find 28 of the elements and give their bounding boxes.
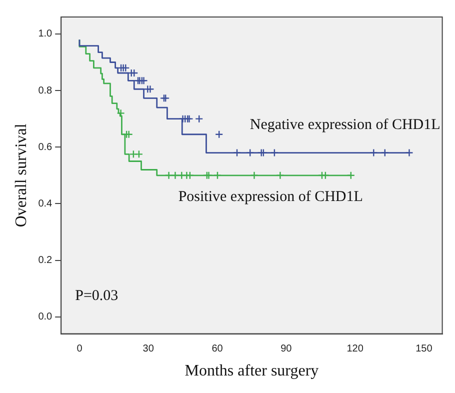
annotation: P=0.03 (75, 288, 118, 304)
point (116, 109, 125, 118)
x-tick-label: 60 (212, 344, 224, 355)
point (140, 76, 148, 85)
point (146, 85, 154, 94)
series-label: Positive expression of CHD1L (178, 188, 363, 205)
y-axis-title: Overall survival (12, 123, 30, 228)
x-tick-label: 30 (142, 344, 154, 355)
point (134, 76, 142, 85)
point (214, 130, 224, 138)
point (130, 68, 138, 78)
y-tick-label: 0.6 (38, 142, 53, 153)
x-tick-label: 150 (416, 344, 433, 355)
x-tick-label: 120 (346, 344, 364, 355)
x-axis-title: Months after surgery (184, 362, 319, 380)
point (134, 150, 144, 158)
point (138, 76, 146, 85)
y-tick-label: 0.4 (38, 198, 53, 210)
point (195, 114, 204, 123)
y-tick-label: 0.2 (38, 255, 53, 266)
series-label: Negative expression of CHD1L (250, 117, 440, 134)
point (124, 130, 133, 138)
x-tick-label: 0 (76, 344, 83, 355)
point (129, 150, 138, 158)
y-tick-label: 1.0 (38, 28, 53, 40)
x-tick-label: 90 (280, 344, 292, 355)
y-tick-label: 0.8 (38, 85, 53, 96)
y-tick-label: 0.0 (38, 312, 53, 323)
